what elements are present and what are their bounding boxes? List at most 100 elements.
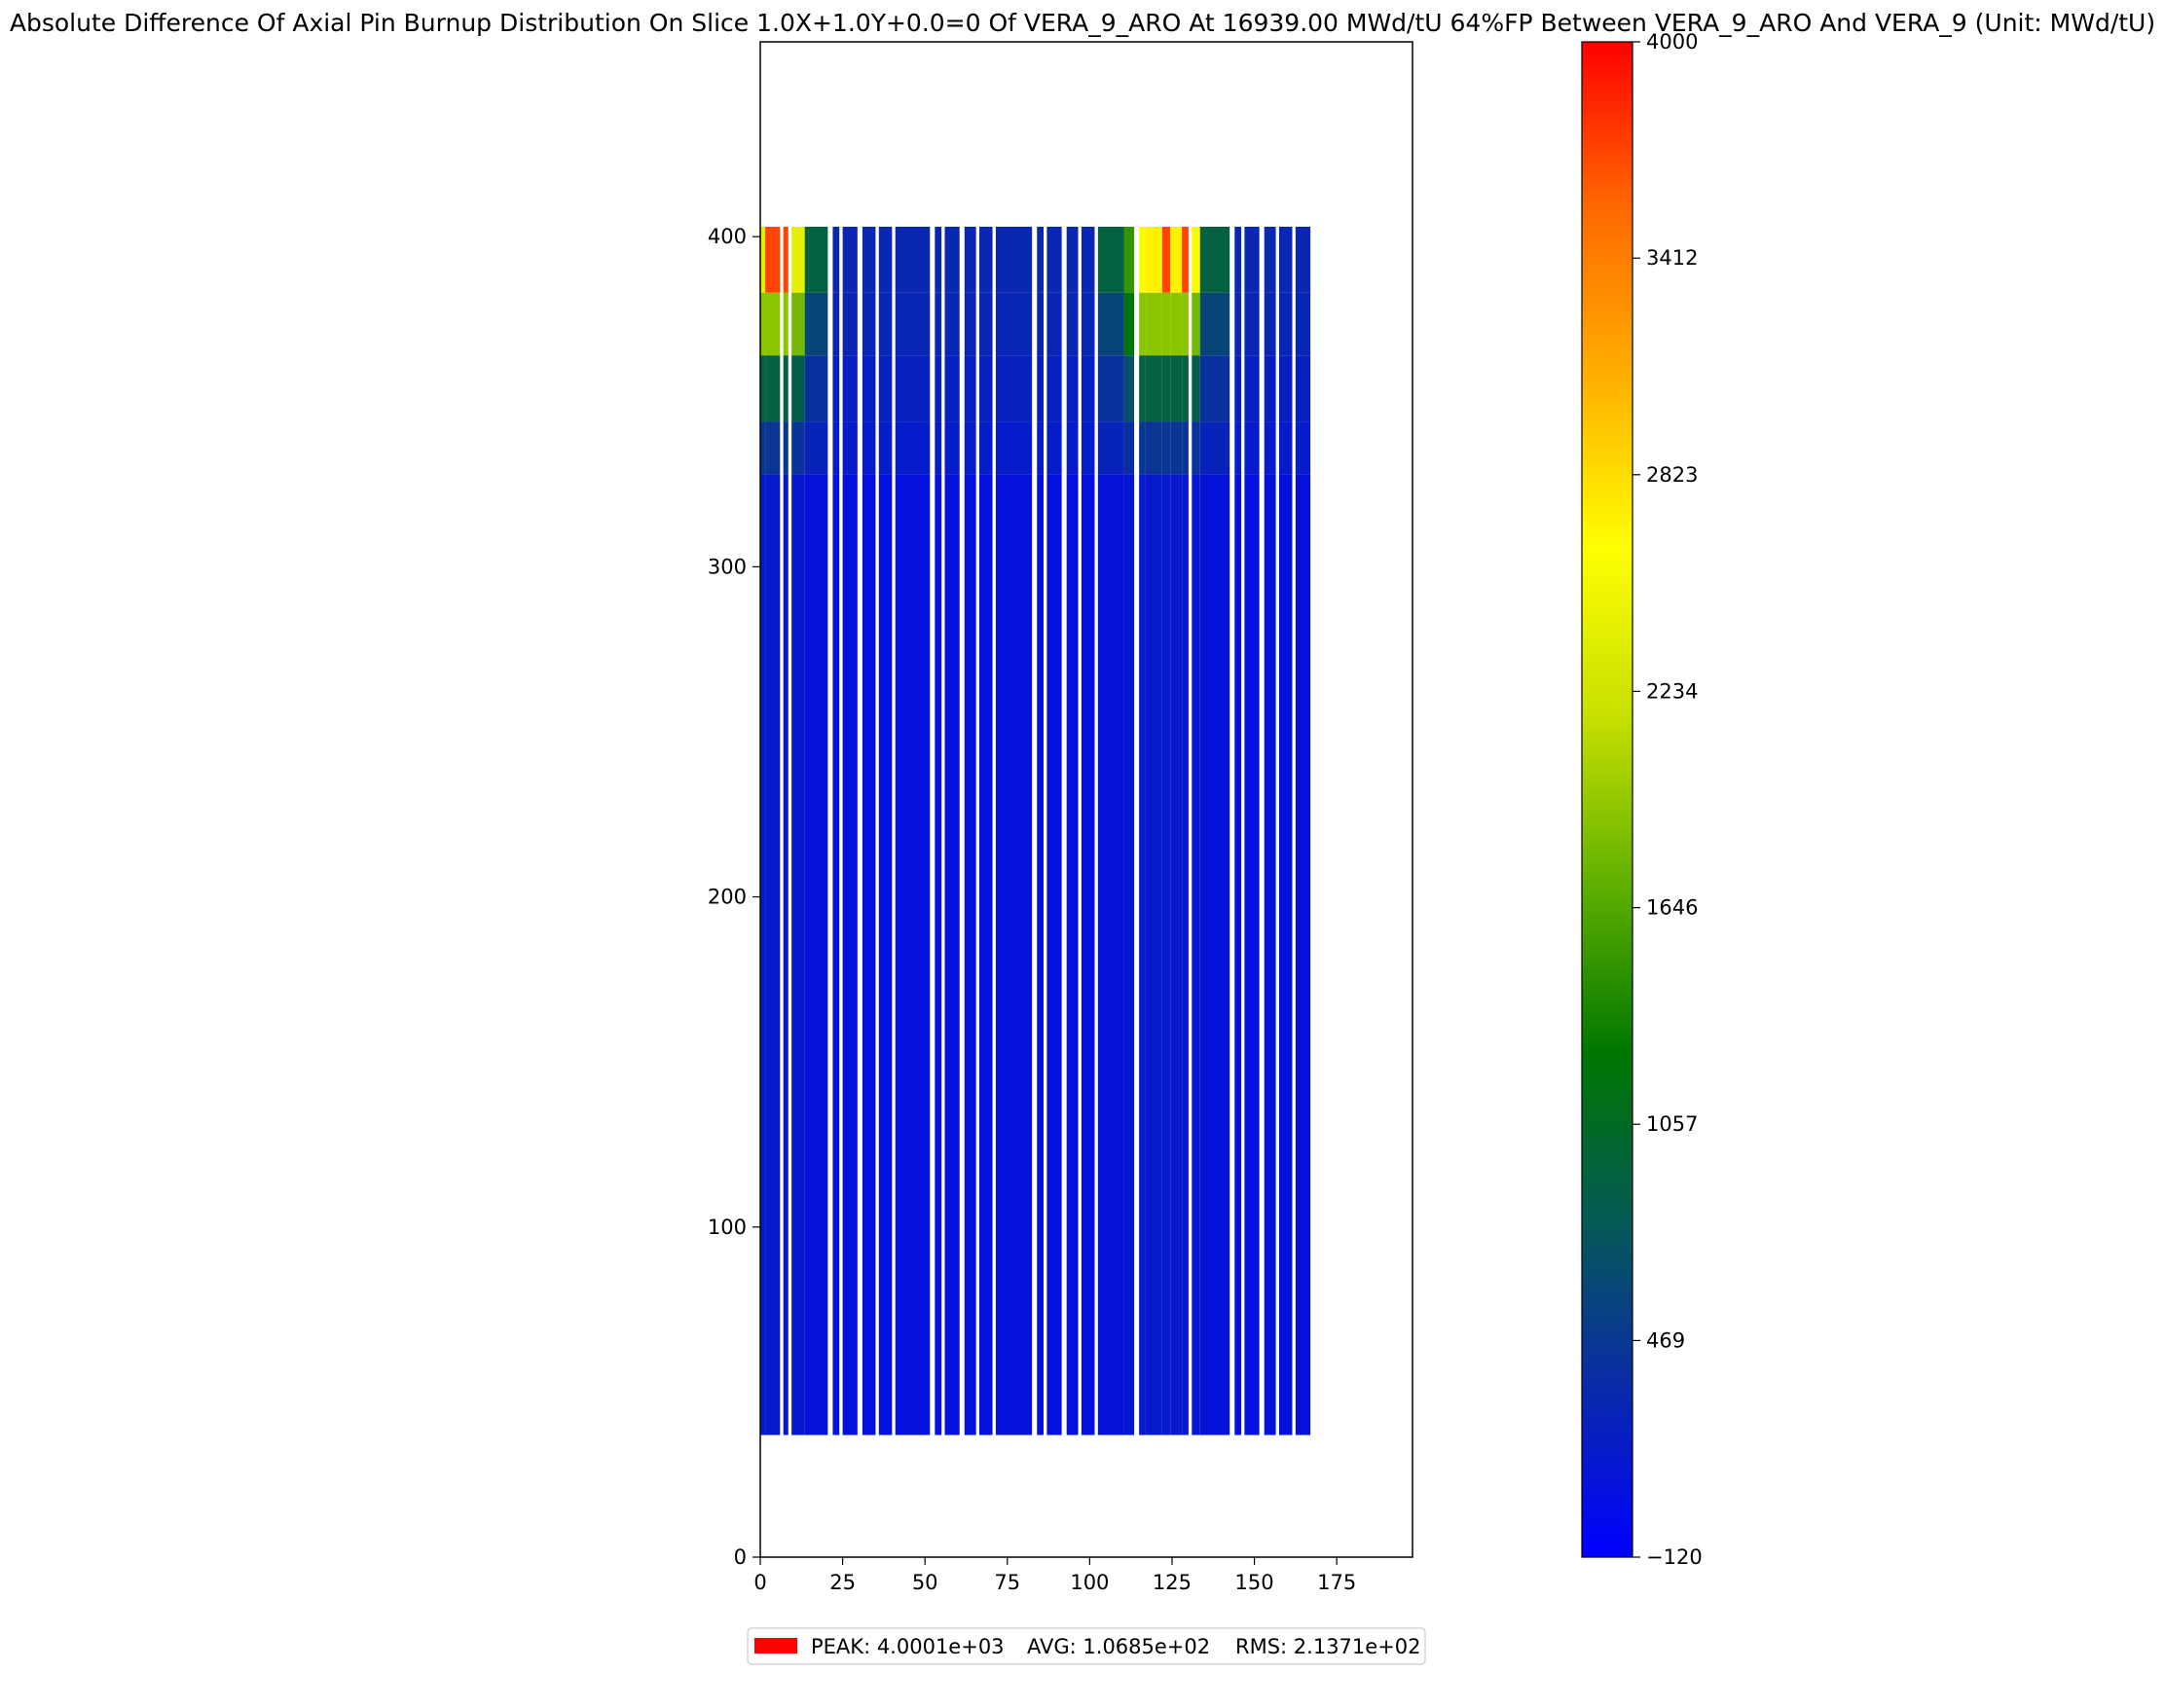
heatmap-cell [1295,355,1311,422]
heatmap-cell [1278,355,1293,422]
heatmap-cell [1066,421,1079,475]
heatmap-cell [1123,421,1135,475]
heatmap-cell [964,355,976,422]
heatmap-cell [1199,226,1230,293]
heatmap-cell [1234,474,1242,1435]
heatmap-cell [1097,421,1124,475]
heatmap-cell [791,474,805,1435]
heatmap-cell [1066,355,1079,422]
heatmap-cell [765,226,781,293]
plot-frame [759,41,1413,1558]
heatmap-cell [1081,226,1095,293]
heatmap-cell [760,226,766,293]
heatmap-cell [760,355,766,422]
heatmap-cell [1182,355,1189,422]
x-axis: 0 25 50 75 100 125 150 175 [753,1557,1356,1594]
heatmap-cell [842,421,858,475]
colorbar-bar [1581,41,1633,1558]
heatmap-cell [832,226,840,293]
y-tick-label: 100 [708,1216,747,1239]
heatmap-cell [878,474,893,1435]
heatmap-cell [791,226,805,293]
heatmap-cell [964,421,976,475]
heatmap-cell [1192,421,1200,475]
heatmap-cell [895,474,931,1435]
heatmap-cell [1234,292,1242,356]
heatmap-cell [1161,421,1171,475]
heatmap-cell [1046,474,1062,1435]
x-tick-label: 150 [1235,1571,1274,1594]
heatmap-cell [832,421,840,475]
heatmap-cell [804,421,828,475]
heatmap-cell [1182,226,1189,293]
heatmap-cell [1244,226,1260,293]
x-tick-label: 50 [912,1571,938,1594]
heatmap-cell [1264,474,1276,1435]
heatmap-cell [1170,421,1183,475]
legend-peak: PEAK: 4.0001e+03 [811,1635,1005,1658]
heatmap-cell [1234,355,1242,422]
heatmap-cell [1123,355,1135,422]
colorbar-tick-label: 2823 [1646,463,1698,487]
heatmap-cell [1097,474,1124,1435]
heatmap-cell [1244,474,1260,1435]
heatmap-cell [760,292,766,356]
heatmap-cell [765,355,781,422]
heatmap-cell [862,226,876,293]
heatmap-cell [842,474,858,1435]
colorbar-tick-label: 1646 [1646,896,1698,920]
heatmap-cell [1244,355,1260,422]
heatmap-cell [783,226,789,293]
heatmap-cell [1097,355,1124,422]
heatmap-cells [760,226,1311,1435]
heatmap-cell [760,421,766,475]
colorbar-tick-label: 4000 [1646,30,1698,54]
heatmap-cell [1264,292,1276,356]
colorbar-tick-label: 1057 [1646,1112,1698,1136]
heatmap-cell [783,474,789,1435]
heatmap-cell [979,355,993,422]
heatmap-cell [935,226,942,293]
heatmap-cell [804,226,828,293]
heatmap-cell [1097,292,1124,356]
heatmap-cell [1295,226,1311,293]
heatmap-cell [1145,474,1162,1435]
x-tick-label: 25 [829,1571,856,1594]
heatmap-cell [995,355,1033,422]
heatmap-cell [1123,292,1135,356]
x-tick-label: 75 [994,1571,1020,1594]
heatmap-cell [1145,292,1162,356]
heatmap-cell [1182,474,1189,1435]
heatmap-cell [935,355,942,422]
heatmap-cell [1244,292,1260,356]
heatmap-cell [944,474,960,1435]
heatmap-cell [895,355,931,422]
heatmap-cell [832,474,840,1435]
heatmap-cell [1278,421,1293,475]
heatmap-cell [1295,474,1311,1435]
heatmap-cell [964,474,976,1435]
heatmap-cell [1278,226,1293,293]
heatmap-cell [1170,474,1183,1435]
heatmap-cell [1081,292,1095,356]
x-tick-label: 100 [1070,1571,1109,1594]
heatmap-cell [842,226,858,293]
heatmap-cell [1145,226,1162,293]
heatmap-cell [804,292,828,356]
colorbar-tick-label: 469 [1646,1328,1685,1352]
heatmap-cell [935,421,942,475]
heatmap-cell [760,474,766,1435]
heatmap-cell [1037,421,1045,475]
heatmap-cell [1066,226,1079,293]
heatmap-cell [1081,355,1095,422]
heatmap-cell [944,355,960,422]
colorbar-tick-label: −120 [1646,1545,1703,1569]
heatmap-cell [1123,474,1135,1435]
heatmap-cell [1234,421,1242,475]
heatmap-cell [1199,355,1230,422]
colorbar-tick-label: 2234 [1646,679,1698,703]
heatmap-cell [1046,226,1062,293]
heatmap-cell [1046,292,1062,356]
y-tick-label: 200 [708,886,747,909]
